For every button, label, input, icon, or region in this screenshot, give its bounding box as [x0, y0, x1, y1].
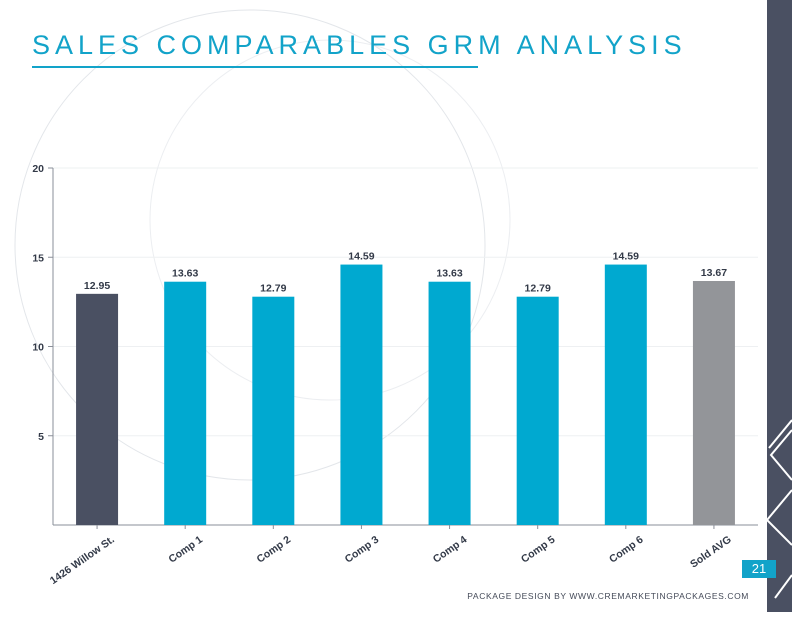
bar-value-label: 14.59	[348, 251, 374, 263]
bar-2	[252, 296, 295, 525]
page-title: SALES COMPARABLES GRM ANALYSIS	[32, 30, 687, 60]
bar-value-label: 13.67	[701, 267, 727, 279]
bar-5	[516, 296, 559, 525]
bar-value-label: 12.79	[260, 283, 286, 295]
x-category-label: Comp 2	[255, 534, 294, 566]
page-number: 21	[742, 560, 776, 578]
bar-value-label: 12.95	[84, 280, 110, 292]
y-tick-label: 15	[32, 252, 44, 264]
bar-1	[164, 281, 207, 525]
x-category-label: Comp 5	[519, 534, 558, 566]
bar-0	[76, 293, 119, 525]
y-tick-label: 10	[32, 342, 44, 354]
x-category-label: Comp 3	[343, 534, 382, 566]
bar-3	[340, 264, 383, 525]
title-underline	[32, 66, 478, 68]
bar-value-label: 13.63	[436, 268, 462, 280]
bar-6	[604, 264, 647, 525]
x-category-label: Comp 4	[431, 534, 470, 566]
footer-credit: PACKAGE DESIGN BY WWW.CREMARKETINGPACKAG…	[467, 591, 749, 601]
bar-value-label: 14.59	[613, 251, 639, 263]
y-tick-label: 20	[32, 163, 44, 175]
bar-value-label: 12.79	[525, 283, 551, 295]
sidebar-stripe	[765, 0, 792, 612]
x-category-label: 1426 Willow St.	[48, 534, 117, 587]
x-category-label: Comp 1	[166, 534, 205, 566]
bar-4	[428, 281, 471, 525]
x-category-label: Comp 6	[607, 534, 646, 566]
x-category-label: Sold AVG	[688, 534, 734, 571]
bar-7	[692, 280, 735, 525]
y-tick-label: 5	[38, 431, 44, 443]
sidebar-chevron-decoration	[765, 419, 792, 599]
bar-value-label: 13.63	[172, 268, 198, 280]
